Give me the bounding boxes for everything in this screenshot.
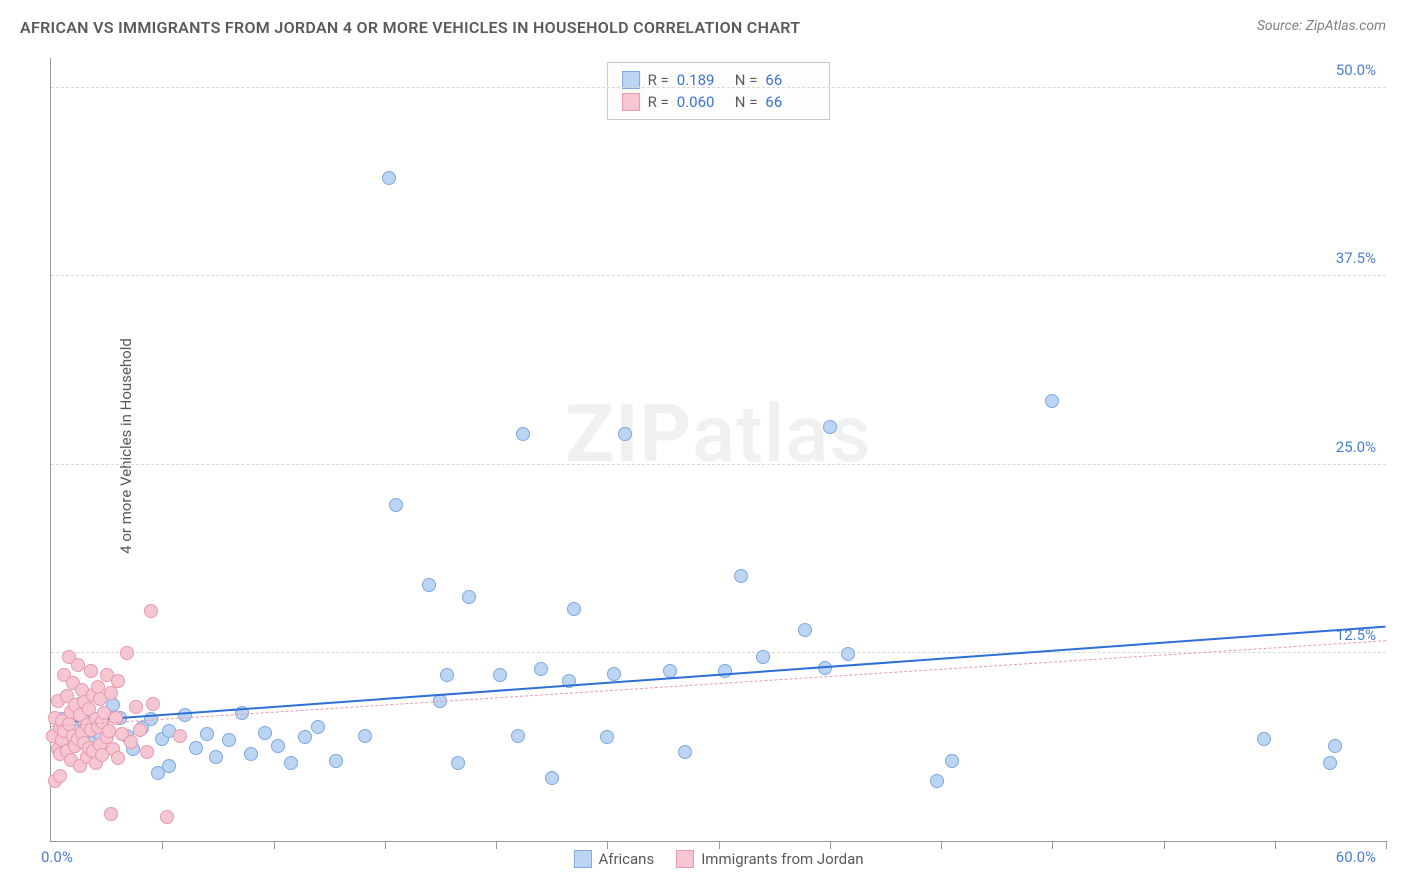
data-point — [718, 664, 732, 678]
data-point — [71, 658, 85, 672]
data-point — [258, 726, 272, 740]
data-point — [133, 723, 147, 737]
correlation-legend: R =0.189N =66R =0.060N =66 — [607, 62, 831, 120]
data-point — [1323, 756, 1337, 770]
x-axis-max-label: 60.0% — [1336, 848, 1376, 866]
data-point — [734, 569, 748, 583]
gridline — [51, 275, 1386, 276]
data-point — [104, 686, 118, 700]
data-point — [358, 729, 372, 743]
x-tick — [1386, 841, 1387, 849]
data-point — [389, 498, 403, 512]
x-tick — [719, 841, 720, 849]
legend-n-value: 66 — [765, 93, 815, 111]
data-point — [271, 739, 285, 753]
data-point — [144, 604, 158, 618]
x-tick — [385, 841, 386, 849]
x-tick — [496, 841, 497, 849]
data-point — [160, 810, 174, 824]
data-point — [823, 420, 837, 434]
legend-n-label: N = — [735, 93, 758, 111]
data-point — [516, 427, 530, 441]
data-point — [756, 650, 770, 664]
y-tick-label: 25.0% — [1336, 438, 1376, 456]
x-tick — [1164, 841, 1165, 849]
data-point — [209, 750, 223, 764]
data-point — [607, 667, 621, 681]
data-point — [451, 756, 465, 770]
data-point — [440, 668, 454, 682]
legend-swatch — [573, 850, 591, 868]
x-tick — [1052, 841, 1053, 849]
chart-title: AFRICAN VS IMMIGRANTS FROM JORDAN 4 OR M… — [20, 18, 800, 37]
data-point — [298, 730, 312, 744]
source-attribution: Source: ZipAtlas.com — [1257, 18, 1386, 34]
data-point — [200, 727, 214, 741]
data-point — [422, 578, 436, 592]
data-point — [111, 674, 125, 688]
data-point — [329, 754, 343, 768]
legend-label: Africans — [598, 850, 654, 868]
data-point — [102, 724, 116, 738]
data-point — [311, 720, 325, 734]
data-point — [534, 662, 548, 676]
x-axis-min-label: 0.0% — [41, 848, 73, 866]
data-point — [493, 668, 507, 682]
data-point — [222, 733, 236, 747]
data-point — [545, 771, 559, 785]
data-point — [930, 774, 944, 788]
x-tick — [162, 841, 163, 849]
trend-line — [51, 625, 1386, 723]
data-point — [244, 747, 258, 761]
gridline — [51, 87, 1386, 88]
data-point — [1328, 739, 1342, 753]
data-point — [140, 745, 154, 759]
data-point — [618, 427, 632, 441]
scatter-plot-area: ZIPatlas R =0.189N =66R =0.060N =66 0.0%… — [50, 58, 1386, 842]
y-tick-label: 50.0% — [1336, 61, 1376, 79]
data-point — [129, 700, 143, 714]
data-point — [945, 754, 959, 768]
data-point — [104, 807, 118, 821]
data-point — [511, 729, 525, 743]
legend-swatch — [676, 850, 694, 868]
data-point — [124, 735, 138, 749]
data-point — [151, 766, 165, 780]
x-tick — [274, 841, 275, 849]
x-tick — [830, 841, 831, 849]
data-point — [1045, 394, 1059, 408]
legend-row: R = 0.060 N = 66 — [622, 91, 816, 113]
data-point — [189, 741, 203, 755]
data-point — [600, 730, 614, 744]
data-point — [678, 745, 692, 759]
x-tick — [941, 841, 942, 849]
data-point — [841, 647, 855, 661]
legend-item: Immigrants from Jordan — [676, 850, 863, 868]
y-tick-label: 37.5% — [1336, 249, 1376, 267]
data-point — [663, 664, 677, 678]
data-point — [567, 602, 581, 616]
x-tick — [1275, 841, 1276, 849]
legend-r-label: R = — [648, 93, 669, 111]
gridline — [51, 464, 1386, 465]
data-point — [111, 751, 125, 765]
data-point — [173, 729, 187, 743]
data-point — [382, 171, 396, 185]
data-point — [53, 769, 67, 783]
data-point — [462, 590, 476, 604]
legend-item: Africans — [573, 850, 654, 868]
series-legend: Africans Immigrants from Jordan — [573, 850, 863, 868]
x-tick — [607, 841, 608, 849]
data-point — [284, 756, 298, 770]
data-point — [798, 623, 812, 637]
data-point — [1257, 732, 1271, 746]
watermark: ZIPatlas — [566, 387, 872, 481]
legend-swatch — [622, 93, 640, 111]
data-point — [146, 697, 160, 711]
data-point — [120, 646, 134, 660]
data-point — [84, 664, 98, 678]
legend-label: Immigrants from Jordan — [701, 850, 863, 868]
legend-r-value: 0.060 — [677, 93, 727, 111]
